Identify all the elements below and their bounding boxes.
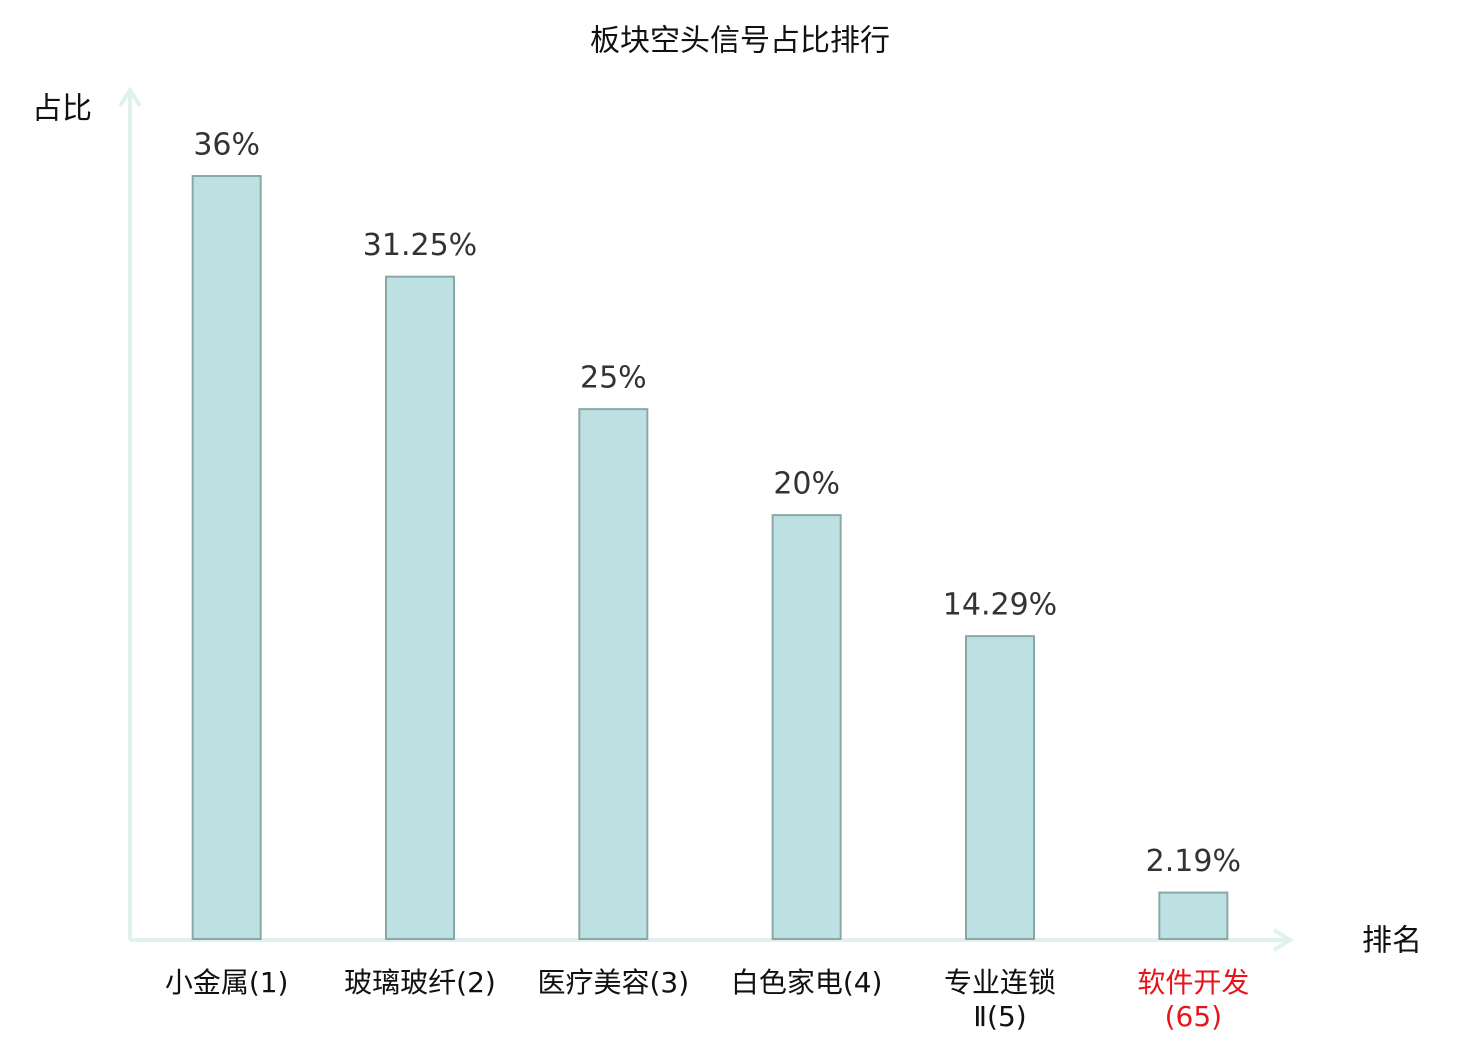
value-label: 2.19%	[1146, 844, 1241, 879]
value-label: 20%	[773, 467, 840, 502]
x-tick-label: 白色家电(4)	[730, 966, 883, 999]
x-arrow	[1272, 928, 1294, 952]
x-tick-label: 医疗美容(3)	[537, 966, 690, 999]
value-label: 36%	[193, 128, 260, 163]
value-label: 25%	[580, 361, 647, 396]
x-tick-label: 专业连锁Ⅱ(5)	[943, 966, 1056, 1033]
bar	[578, 408, 649, 940]
bar	[1158, 891, 1229, 940]
x-tick-label: 小金属(1)	[164, 966, 289, 999]
chart-title: 板块空头信号占比排行	[590, 24, 890, 59]
value-label: 31.25%	[363, 228, 477, 263]
x-tick-label: 玻璃玻纤(2)	[344, 966, 496, 999]
value-label: 14.29%	[943, 588, 1057, 623]
bar	[965, 635, 1035, 941]
y-arrow	[118, 86, 142, 108]
y-axis-label: 占比	[32, 92, 92, 127]
axes	[118, 86, 1294, 952]
bar	[191, 175, 262, 940]
x-axis-label: 排名	[1362, 924, 1422, 959]
x-tick-label: 软件开发(65)	[1137, 966, 1250, 1033]
bar	[385, 275, 455, 941]
bar	[771, 514, 842, 940]
